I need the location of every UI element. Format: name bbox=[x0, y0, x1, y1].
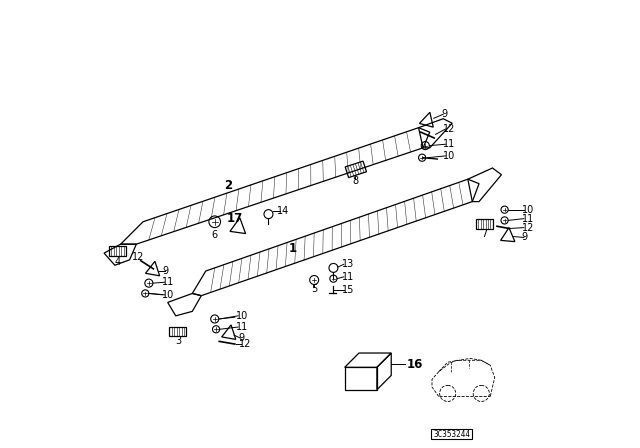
Text: 12: 12 bbox=[132, 252, 145, 262]
Text: 8: 8 bbox=[352, 177, 358, 186]
Text: 2: 2 bbox=[224, 179, 232, 193]
Text: 16: 16 bbox=[407, 358, 423, 371]
Text: 3: 3 bbox=[175, 336, 181, 346]
Text: 1: 1 bbox=[289, 242, 297, 255]
Text: 9: 9 bbox=[441, 109, 447, 119]
Text: 17: 17 bbox=[227, 212, 243, 225]
Text: 12: 12 bbox=[443, 124, 456, 134]
Text: 10: 10 bbox=[163, 290, 175, 300]
Text: 7: 7 bbox=[481, 229, 488, 239]
Text: 11: 11 bbox=[443, 139, 456, 149]
Text: 15: 15 bbox=[342, 285, 354, 295]
Text: 11: 11 bbox=[522, 214, 534, 224]
Text: 12: 12 bbox=[522, 223, 534, 233]
Text: 5: 5 bbox=[311, 284, 317, 294]
Bar bbox=[431, 429, 472, 439]
Text: 10: 10 bbox=[443, 151, 456, 161]
Text: 3C353244: 3C353244 bbox=[433, 430, 470, 439]
Text: 10: 10 bbox=[522, 205, 534, 215]
Text: 10: 10 bbox=[236, 311, 248, 321]
Text: 9: 9 bbox=[163, 266, 168, 276]
Text: 9: 9 bbox=[522, 233, 528, 242]
Text: 12: 12 bbox=[239, 339, 251, 349]
Bar bbox=[344, 367, 377, 390]
Text: 14: 14 bbox=[277, 206, 290, 215]
Text: 4: 4 bbox=[115, 257, 120, 267]
Text: 11: 11 bbox=[342, 272, 354, 282]
Text: 9: 9 bbox=[239, 333, 244, 343]
Text: 6: 6 bbox=[212, 230, 218, 240]
Text: 13: 13 bbox=[342, 259, 354, 269]
Text: 11: 11 bbox=[236, 322, 248, 332]
Text: 11: 11 bbox=[163, 277, 175, 287]
